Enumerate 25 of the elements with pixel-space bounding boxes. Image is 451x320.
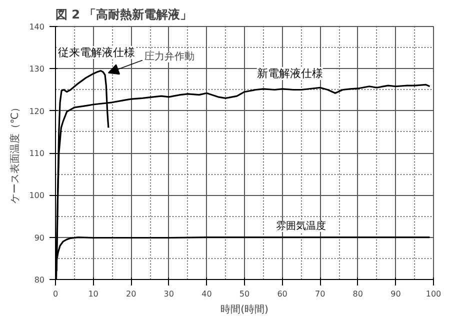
series-label: 雰囲気温度	[276, 220, 326, 232]
chart-title: 図 2 「高耐熱新電解液」	[56, 8, 192, 22]
y-tick-label: 100	[29, 191, 45, 200]
x-tick-label: 40	[202, 290, 212, 298]
x-tick-label: 50	[239, 290, 250, 298]
y-tick-label: 140	[29, 22, 45, 32]
y-tick-label: 130	[29, 64, 45, 74]
x-tick-label: 80	[352, 290, 363, 298]
x-tick-label: 0	[52, 290, 58, 298]
y-tick-label: 120	[29, 106, 45, 116]
x-tick-label: 10	[88, 290, 98, 298]
x-tick-label: 100	[426, 290, 442, 298]
x-tick-label: 60	[277, 290, 288, 298]
x-tick-label: 70	[315, 290, 326, 298]
y-tick-label: 80	[34, 276, 45, 284]
y-tick-label: 90	[34, 233, 45, 242]
series-label: 従来電解液仕様	[58, 46, 135, 59]
x-tick-label: 30	[164, 290, 174, 298]
y-axis-title: ケース表面温度（℃）	[9, 102, 22, 204]
series-label: 新電解液仕様	[256, 67, 323, 80]
x-tick-label: 20	[126, 290, 136, 298]
y-tick-label: 110	[29, 149, 45, 158]
x-tick-label: 90	[390, 290, 401, 298]
annotation: 圧力弁作動	[144, 50, 194, 62]
x-axis-title: 時間(時間)	[220, 304, 268, 316]
